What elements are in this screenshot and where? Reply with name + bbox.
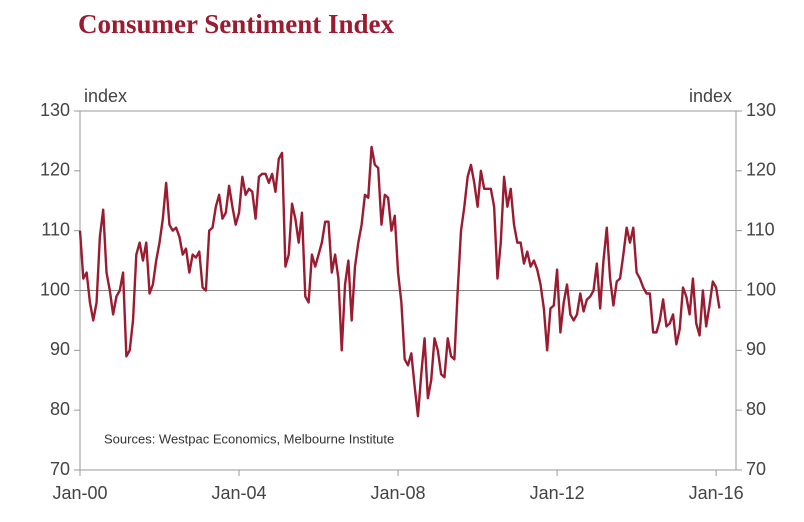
x-tick-label: Jan-16	[689, 483, 744, 503]
y-tick-label: 80	[50, 399, 70, 419]
x-tick-label: Jan-00	[52, 483, 107, 503]
y2-tick-label: 70	[746, 459, 766, 479]
y-axis-label: index	[84, 86, 127, 106]
y2-axis-label: index	[689, 86, 732, 106]
chart-title: Consumer Sentiment Index	[78, 9, 395, 39]
x-tick-label: Jan-08	[371, 483, 426, 503]
y2-tick-label: 130	[746, 100, 776, 120]
data-line	[78, 145, 721, 418]
y2-tick-label: 100	[746, 279, 776, 299]
y-tick-label: 100	[40, 279, 70, 299]
source-note: Sources: Westpac Economics, Melbourne In…	[104, 431, 394, 446]
y-tick-label: 110	[41, 219, 70, 239]
y-tick-label: 70	[50, 459, 70, 479]
y2-tick-label: 110	[746, 219, 775, 239]
y2-tick-label: 80	[746, 399, 766, 419]
y2-tick-label: 120	[746, 160, 776, 180]
x-tick-label: Jan-04	[212, 483, 267, 503]
y-tick-label: 120	[40, 160, 70, 180]
y2-tick-label: 90	[746, 339, 766, 359]
x-tick-label: Jan-12	[530, 483, 585, 503]
y-tick-label: 90	[50, 339, 70, 359]
y-tick-label: 130	[40, 100, 70, 120]
